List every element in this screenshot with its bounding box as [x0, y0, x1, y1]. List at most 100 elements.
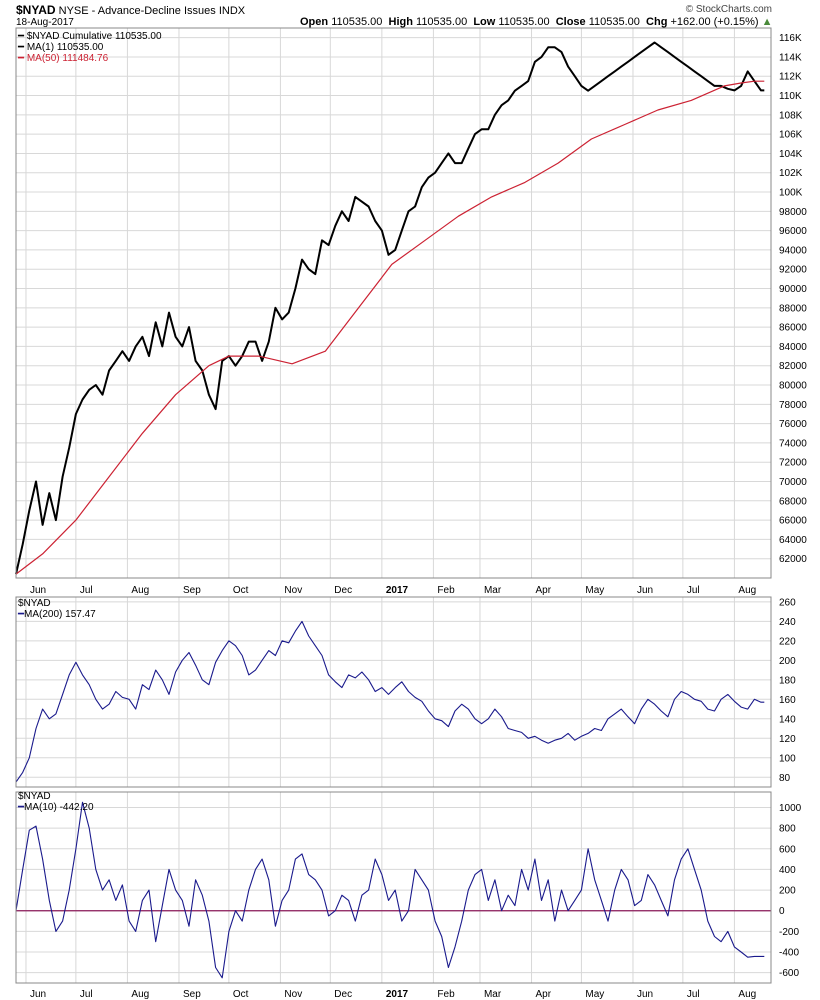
y-tick-label: 106K — [779, 130, 803, 141]
triangle-up-icon: ▲ — [761, 16, 773, 28]
y-tick-label: 102K — [779, 168, 803, 179]
x-tick-label: Aug — [738, 989, 756, 1000]
x-tick-label: May — [585, 585, 604, 596]
chg-value: +162.00 (+0.15%) — [670, 16, 759, 28]
x-tick-label: Oct — [233, 989, 249, 1000]
date-label: 18-Aug-2017 — [16, 17, 74, 28]
x-tick-label: Jul — [80, 989, 93, 1000]
panel-2: -600 -400 -200 0 200 400 600 800 1000 — [15, 791, 802, 984]
y-tick-label: 180 — [779, 675, 796, 686]
ma10-legend: $NYAD ━MA(10) -442.20 — [18, 791, 94, 813]
y-tick-label: 88000 — [779, 303, 807, 314]
y-tick-label: 600 — [779, 844, 796, 855]
x-tick-label: Oct — [233, 585, 249, 596]
x-tick-label: Jun — [30, 989, 46, 1000]
x-tick-label: Aug — [131, 585, 149, 596]
x-tick-label: Jul — [687, 989, 700, 1000]
close-value: 110535.00 — [588, 16, 640, 28]
y-tick-label: 400 — [779, 865, 796, 876]
symbol-label: $NYAD — [16, 3, 56, 17]
chart-header: $NYAD NYSE - Advance-Decline Issues INDX — [16, 3, 245, 17]
y-tick-label: 112K — [779, 72, 802, 83]
x-tick-label: Dec — [334, 585, 352, 596]
y-tick-label: 78000 — [779, 400, 807, 411]
y-tick-label: 120 — [779, 734, 796, 745]
y-tick-label: 94000 — [779, 245, 807, 256]
description-label: NYSE - Advance-Decline Issues INDX — [58, 5, 246, 17]
chg-label: Chg — [646, 16, 668, 28]
x-tick-label: Jun — [30, 585, 46, 596]
x-tick-label: Nov — [284, 585, 302, 596]
open-value: 110535.00 — [331, 16, 383, 28]
y-tick-label: 76000 — [779, 419, 807, 430]
x-tick-label: Aug — [738, 585, 756, 596]
x-tick-label: 2017 — [386, 989, 409, 1000]
y-tick-label: 110K — [779, 91, 802, 102]
x-tick-label: Aug — [131, 989, 149, 1000]
x-tick-label: Dec — [334, 989, 352, 1000]
x-tick-label: Mar — [484, 989, 502, 1000]
low-value: 110535.00 — [498, 16, 550, 28]
y-tick-label: 80 — [779, 773, 791, 784]
x-tick-label: Mar — [484, 585, 502, 596]
y-tick-label: 140 — [779, 714, 796, 725]
open-label: Open — [300, 16, 329, 28]
y-tick-label: 98000 — [779, 207, 807, 218]
legend-item-ma1: ━ MA(1) 110535.00 — [18, 42, 104, 53]
high-value: 110535.00 — [416, 16, 468, 28]
legend-item-symbol: $NYAD — [18, 791, 51, 802]
x-tick-label: Apr — [536, 585, 552, 596]
x-tick-label: 2017 — [386, 585, 409, 596]
y-tick-label: 80000 — [779, 381, 807, 392]
y-tick-label: -600 — [779, 968, 799, 979]
y-tick-label: -200 — [779, 927, 799, 938]
y-tick-label: 90000 — [779, 284, 807, 295]
x-tick-label: Feb — [437, 989, 455, 1000]
x-tick-label: Sep — [183, 989, 201, 1000]
series-line-price — [15, 41, 765, 575]
y-tick-label: 62000 — [779, 554, 807, 565]
y-tick-label: 72000 — [779, 458, 807, 469]
x-tick-label: Jun — [637, 585, 653, 596]
x-tick-label: Jul — [80, 585, 93, 596]
source-label: © StockCharts.com — [685, 4, 772, 15]
panel-0: 62000 64000 66000 68000 70000 72000 74000 76000… — [15, 27, 807, 579]
y-tick-label: 96000 — [779, 226, 807, 237]
x-tick-label: May — [585, 989, 604, 1000]
y-tick-label: 70000 — [779, 477, 807, 488]
y-tick-label: 220 — [779, 636, 796, 647]
y-tick-label: 64000 — [779, 535, 807, 546]
y-tick-label: 68000 — [779, 496, 807, 507]
x-tick-label: Jul — [687, 585, 700, 596]
low-label: Low — [473, 16, 496, 28]
y-tick-label: 160 — [779, 695, 796, 706]
y-tick-label: 86000 — [779, 323, 807, 334]
panel-border — [15, 791, 772, 984]
series-line-indicator — [15, 801, 765, 979]
legend-item-symbol: $NYAD — [18, 598, 51, 609]
y-tick-label: 74000 — [779, 438, 807, 449]
panel-border — [15, 27, 772, 579]
close-label: Close — [555, 16, 586, 28]
y-tick-label: 1000 — [779, 803, 802, 814]
y-tick-label: 82000 — [779, 361, 807, 372]
x-tick-label: Feb — [437, 585, 455, 596]
legend-item-ma200: ━MA(200) 157.47 — [18, 609, 96, 620]
x-tick-label: Nov — [284, 989, 302, 1000]
legend-item-cumulative: ━ $NYAD Cumulative 110535.00 — [18, 31, 162, 42]
y-tick-label: 240 — [779, 617, 796, 628]
price-legend: ━ $NYAD Cumulative 110535.00 ━ MA(1) 110… — [18, 31, 162, 64]
x-tick-label: Jun — [637, 989, 653, 1000]
y-tick-label: -400 — [779, 948, 799, 959]
y-tick-label: 66000 — [779, 516, 807, 527]
y-tick-label: 108K — [779, 110, 803, 121]
y-tick-label: 200 — [779, 656, 796, 667]
series-line-indicator — [15, 620, 765, 783]
y-tick-label: 114K — [779, 52, 802, 63]
panel-1: 80 100 120 140 160 180 200 220 240 260 — [15, 596, 796, 788]
x-tick-label: Apr — [536, 989, 552, 1000]
y-tick-label: 92000 — [779, 265, 807, 276]
y-tick-label: 800 — [779, 824, 796, 835]
ohlc-summary: Open 110535.00 High 110535.00 Low 110535… — [300, 16, 773, 28]
